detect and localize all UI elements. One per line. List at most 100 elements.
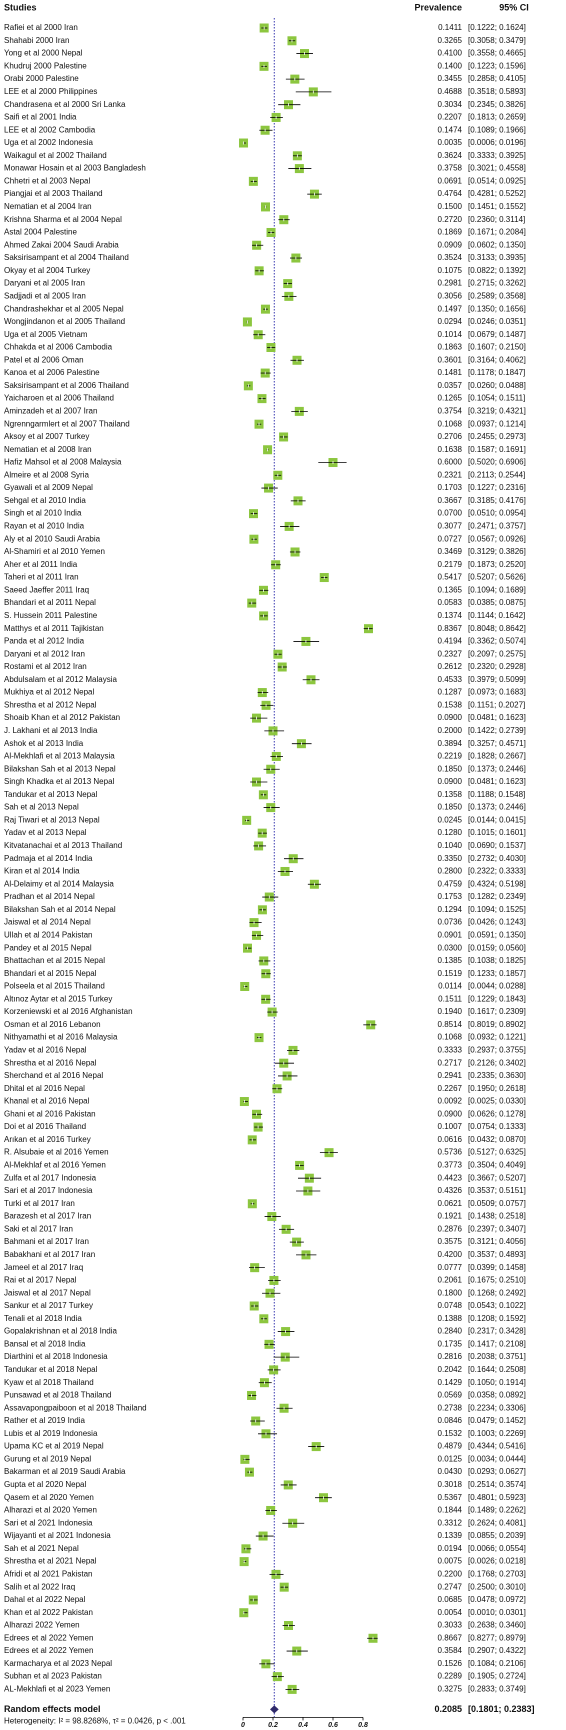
ci-label: [0.4324; 0.5198]: [468, 879, 526, 888]
study-label: Chandrasena et al 2000 Sri Lanka: [4, 100, 126, 109]
ci-label: [0.1350; 0.1656]: [468, 304, 526, 313]
prevalence-label: 0.3056: [438, 291, 463, 300]
ci-label: [0.3518; 0.5893]: [468, 87, 526, 96]
ci-label: [0.1094; 0.1689]: [468, 585, 526, 594]
study-label: Yadav et al 2016 Nepal: [4, 1046, 87, 1055]
ci-label: [0.1222; 0.1624]: [468, 23, 526, 32]
ci-label: [0.8048; 0.8642]: [468, 624, 526, 633]
summary-label: Random effects model: [4, 1704, 101, 1714]
study-label: Lubis et al 2019 Indonesia: [4, 1429, 98, 1438]
study-label: Wongjindanon et al 2005 Thailand: [4, 317, 125, 326]
prevalence-label: 0.1007: [438, 1122, 463, 1131]
ci-label: [0.0159; 0.0560]: [468, 943, 526, 952]
prevalence-label: 0.2612: [438, 662, 463, 671]
ci-label: [0.3164; 0.4062]: [468, 355, 526, 364]
prevalence-label: 0.3034: [438, 100, 463, 109]
prevalence-label: 0.0075: [438, 1557, 463, 1566]
study-label: Kiran et al 2014 India: [4, 867, 80, 876]
ci-label: [0.1489; 0.2262]: [468, 1506, 526, 1515]
prevalence-label: 0.1921: [438, 1212, 463, 1221]
study-label: LEE et al 2000 Philippines: [4, 87, 97, 96]
study-label: Rafiei et al 2000 Iran: [4, 23, 78, 32]
study-label: Rai et al 2017 Nepal: [4, 1276, 77, 1285]
prevalence-label: 0.4326: [438, 1186, 463, 1195]
ci-label: [0.0543; 0.1022]: [468, 1301, 526, 1310]
prevalence-label: 0.1339: [438, 1531, 463, 1540]
prevalence-label: 0.1940: [438, 1007, 463, 1016]
prevalence-label: 0.4194: [438, 637, 463, 646]
study-label: Shrestha et al 2012 Nepal: [4, 700, 97, 709]
study-label: Al-Shamiri et al 2010 Yemen: [4, 547, 105, 556]
prevalence-label: 0.0125: [438, 1454, 463, 1463]
prevalence-label: 0.1385: [438, 956, 463, 965]
ci-label: [0.0932; 0.1221]: [468, 1033, 526, 1042]
prevalence-label: 0.1500: [438, 202, 463, 211]
study-label: Diarthini et al 2018 Indonesia: [4, 1352, 108, 1361]
prevalence-label: 0.0430: [438, 1467, 463, 1476]
ci-label: [0.3667; 0.5207]: [468, 1173, 526, 1182]
prevalence-label: 0.1703: [438, 483, 463, 492]
study-label: Singh Khadka et al 2013 Nepal: [4, 777, 115, 786]
prevalence-label: 0.5367: [438, 1493, 463, 1502]
study-label: Khan et al 2022 Pakistan: [4, 1608, 93, 1617]
ci-label: [0.0567; 0.0926]: [468, 534, 526, 543]
ci-label: [0.1038; 0.1825]: [468, 956, 526, 965]
prevalence-label: 0.1429: [438, 1378, 463, 1387]
study-label: Edrees et al 2022 Yemen: [4, 1633, 93, 1642]
ci-label: [0.3333; 0.3925]: [468, 151, 526, 160]
prevalence-label: 0.1532: [438, 1429, 463, 1438]
study-label: Saksirisampant et al 2004 Thailand: [4, 253, 129, 262]
study-label: Doi et al 2016 Thailand: [4, 1122, 86, 1131]
prevalence-label: 0.2200: [438, 1569, 463, 1578]
prevalence-label: 0.4200: [438, 1250, 463, 1259]
ci-label: [0.2345; 0.3826]: [468, 100, 526, 109]
ci-label: [0.1151; 0.2027]: [468, 700, 525, 709]
ci-label: [0.3558; 0.4665]: [468, 49, 526, 58]
prevalence-label: 0.3033: [438, 1621, 463, 1630]
study-label: Karmacharya et al 2023 Nepal: [4, 1659, 112, 1668]
prevalence-label: 0.0616: [438, 1135, 463, 1144]
ci-label: [0.0509; 0.0757]: [468, 1199, 526, 1208]
prevalence-label: 0.2327: [438, 649, 463, 658]
prevalence-label: 0.2042: [438, 1365, 463, 1374]
study-label: Gurung et al 2019 Nepal: [4, 1454, 91, 1463]
prevalence-label: 0.1294: [438, 905, 463, 914]
study-label: Orabi 2000 Palestine: [4, 74, 79, 83]
ci-label: [0.4344; 0.5416]: [468, 1442, 526, 1451]
study-label: Salih et al 2022 Iraq: [4, 1582, 75, 1591]
study-label: Assavapongpaiboon et al 2018 Thailand: [4, 1403, 147, 1412]
study-label: Kyaw et al 2018 Thailand: [4, 1378, 94, 1387]
prevalence-label: 0.2816: [438, 1352, 463, 1361]
study-label: LEE et al 2002 Cambodia: [4, 125, 96, 134]
ci-label: [0.1089; 0.1966]: [468, 125, 526, 134]
ci-label: [0.2317; 0.3428]: [468, 1327, 526, 1336]
prevalence-label: 0.0114: [438, 982, 462, 991]
study-label: S. Hussein 2011 Palestine: [4, 611, 98, 620]
study-label: Pandey et al 2015 Nepal: [4, 943, 92, 952]
study-label: AL-Mekhlafi et al 2023 Yemen: [4, 1685, 110, 1694]
ci-label: [0.0034; 0.0444]: [468, 1454, 526, 1463]
study-label: Okyay et al 2004 Turkey: [4, 266, 90, 275]
prevalence-label: 0.4879: [438, 1442, 463, 1451]
ci-label: [0.0514; 0.0925]: [468, 176, 526, 185]
x-tick-label: 0.8: [358, 1722, 368, 1729]
ci-label: [0.1178; 0.1847]: [468, 368, 525, 377]
prevalence-label: 0.1519: [438, 969, 463, 978]
ci-label: [0.3129; 0.3826]: [468, 547, 526, 556]
study-label: Subhan et al 2023 Pakistan: [4, 1672, 102, 1681]
study-label: Saksirisampant et al 2006 Thailand: [4, 381, 129, 390]
study-label: J. Lakhani et al 2013 India: [4, 726, 98, 735]
ci-label: [0.0358; 0.0892]: [468, 1391, 526, 1400]
prevalence-label: 0.3758: [438, 164, 463, 173]
prevalence-label: 0.3469: [438, 547, 463, 556]
prevalence-label: 0.0748: [438, 1301, 463, 1310]
prevalence-label: 0.3624: [438, 151, 463, 160]
study-label: Jaiswal et al 2014 Nepal: [4, 918, 91, 927]
ci-label: [0.2397; 0.3407]: [468, 1224, 526, 1233]
study-label: Mukhiya et al 2012 Nepal: [4, 688, 95, 697]
study-label: Khanal et al 2016 Nepal: [4, 1097, 90, 1106]
study-label: Shoaib Khan et al 2012 Pakistan: [4, 713, 120, 722]
prevalence-label: 0.1374: [438, 611, 463, 620]
ci-label: [0.2937; 0.3755]: [468, 1046, 526, 1055]
study-label: Sadjjadi et al 2005 Iran: [4, 291, 86, 300]
